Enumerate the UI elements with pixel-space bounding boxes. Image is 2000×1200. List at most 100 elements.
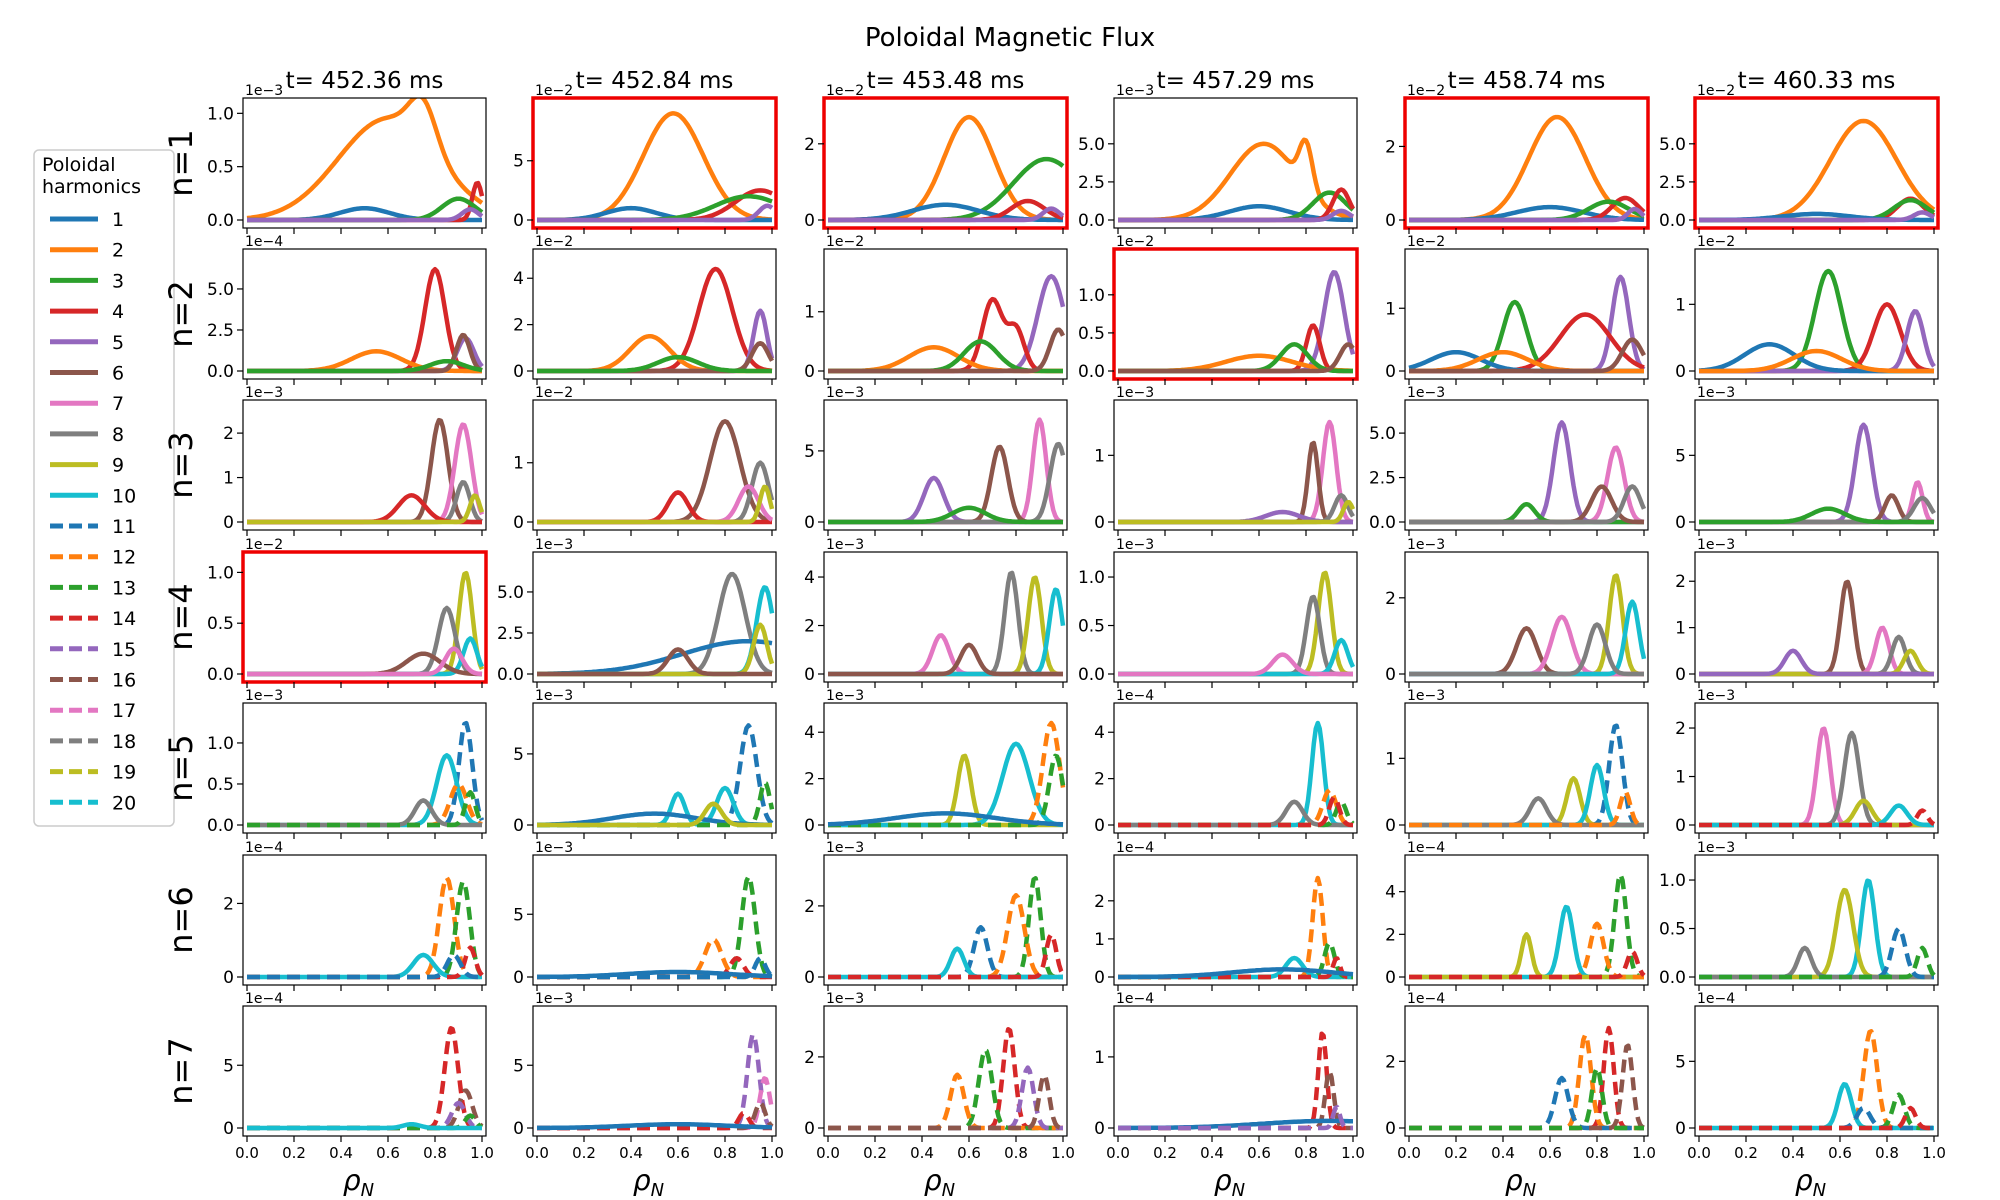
legend-label: 19: [112, 762, 136, 784]
y-tick-label: 2: [1675, 719, 1686, 739]
y-tick-label: 2: [1675, 572, 1686, 592]
series-line-11: [536, 723, 774, 828]
series-line-9: [1117, 499, 1356, 525]
axis-exponent: 1e−4: [1116, 840, 1154, 856]
subplot: 0 2 1e−4 0.0 0.2 0.4 0.6 0.8 1.0 ρN: [1385, 991, 1656, 1200]
y-tick-label: 0.0: [1078, 362, 1105, 382]
subplot: 0 1 1e−3: [1094, 385, 1358, 536]
y-tick-label: 5: [513, 745, 524, 765]
x-tick-label: 0.8: [1875, 1144, 1899, 1162]
legend-label: 4: [112, 301, 124, 323]
legend-label: 2: [112, 240, 124, 262]
panel-frame: [1404, 248, 1649, 380]
column-title: t= 452.84 ms: [576, 68, 734, 94]
panel-frame: [1694, 551, 1939, 683]
y-tick-label: 0: [804, 968, 815, 988]
highlighted-panel-frame: [531, 96, 778, 230]
subplot: 0 2 1e−3: [1385, 537, 1649, 688]
highlighted-panel-frame: [822, 96, 1069, 230]
x-tick-label: 1.0: [1051, 1144, 1075, 1162]
y-tick-label: 0: [223, 513, 234, 533]
x-tick-label: 1.0: [1632, 1144, 1656, 1162]
y-tick-label: 0: [804, 1119, 815, 1139]
subplot: 0.0 2.5 5.0 1e−3: [1369, 385, 1649, 536]
y-tick-label: 5: [513, 905, 524, 925]
legend-frame: [33, 149, 175, 827]
subplot: 0 2 1e−3 0.0 0.2 0.4 0.6 0.8 1.0 ρN: [804, 991, 1075, 1200]
x-tick-label: 0.4: [1781, 1144, 1805, 1162]
y-tick-label: 0.5: [207, 158, 234, 178]
y-tick-label: 2: [1385, 137, 1396, 157]
axis-exponent: 1e−2: [1697, 234, 1735, 250]
panel-frame: [532, 399, 777, 531]
legend-title: harmonics: [42, 176, 141, 198]
legend-label: 8: [112, 424, 124, 446]
panel-frame: [532, 248, 777, 380]
axis-exponent: 1e−2: [826, 83, 864, 99]
panel-frame: [1113, 854, 1358, 986]
axis-exponent: 1e−3: [826, 537, 864, 553]
series-line-1: [536, 969, 773, 980]
x-tick-label: 0.0: [235, 1144, 259, 1162]
y-tick-label: 1: [1675, 295, 1686, 315]
y-tick-label: 4: [804, 723, 815, 743]
series-line-2: [1698, 348, 1935, 374]
highlighted-panel-frame: [1403, 96, 1650, 230]
axis-exponent: 1e−2: [826, 234, 864, 250]
axis-exponent: 1e−3: [1116, 537, 1154, 553]
series-line-9: [1698, 648, 1935, 677]
y-tick-label: 2: [1094, 770, 1105, 790]
column-title: t= 457.29 ms: [1157, 68, 1315, 94]
series-line-7: [827, 417, 1064, 525]
legend-label: 12: [112, 547, 136, 569]
subplot: 0 1 1e−2: [1675, 234, 1939, 385]
series-line-3: [536, 354, 773, 374]
column-title: t= 458.74 ms: [1448, 68, 1606, 94]
y-tick-label: 1: [223, 469, 234, 489]
y-tick-label: 0: [1675, 816, 1686, 836]
column-title: t= 460.33 ms: [1738, 68, 1896, 94]
subplot: 0 5 1e−3: [1675, 385, 1939, 536]
x-tick-label: 0.6: [957, 1144, 981, 1162]
axis-exponent: 1e−4: [245, 234, 283, 250]
axis-exponent: 1e−4: [245, 840, 283, 856]
series-line-6: [1698, 493, 1935, 525]
x-tick-label: 0.8: [1294, 1144, 1318, 1162]
subplot: 0 5 1e−3: [804, 385, 1068, 536]
series-line-8: [536, 460, 775, 525]
subplot: 0 2 1e−3: [804, 840, 1068, 991]
series-line-3: [827, 505, 1064, 525]
y-tick-label: 1.0: [1659, 871, 1686, 891]
y-tick-label: 0.5: [207, 775, 234, 795]
series-line-4: [827, 296, 1064, 374]
subplot: 0 5 1e−2: [513, 83, 778, 234]
axis-exponent: 1e−4: [1407, 840, 1445, 856]
axis-exponent: 1e−3: [826, 385, 864, 401]
series-line-12: [1408, 1032, 1645, 1131]
x-axis-label: ρN: [924, 1164, 955, 1200]
subplot: 0 2 1e−2: [804, 83, 1069, 234]
panel-frame: [823, 399, 1068, 531]
series-line-8: [1408, 484, 1647, 525]
legend-label: 9: [112, 455, 124, 477]
y-tick-label: 2: [804, 897, 815, 917]
series-line-9: [536, 801, 773, 828]
x-tick-label: 0.2: [282, 1144, 306, 1162]
y-tick-label: 1.0: [207, 104, 234, 124]
y-tick-label: 0: [223, 968, 234, 988]
panel-frame: [1694, 854, 1939, 986]
subplot: 0.0 2.5 5.0 1e−4: [207, 234, 487, 385]
axis-exponent: 1e−4: [1697, 991, 1735, 1007]
axis-exponent: 1e−3: [1116, 83, 1154, 99]
x-tick-label: 1.0: [1922, 1144, 1946, 1162]
series-line-10: [827, 946, 1064, 980]
y-tick-label: 0.0: [207, 362, 234, 382]
axis-exponent: 1e−3: [826, 991, 864, 1007]
x-tick-label: 0.6: [1538, 1144, 1562, 1162]
axis-exponent: 1e−3: [245, 83, 283, 99]
highlighted-panel-frame: [1112, 247, 1359, 381]
panel-frame: [1113, 399, 1358, 531]
y-tick-label: 0: [513, 362, 524, 382]
legend-label: 10: [112, 485, 136, 507]
